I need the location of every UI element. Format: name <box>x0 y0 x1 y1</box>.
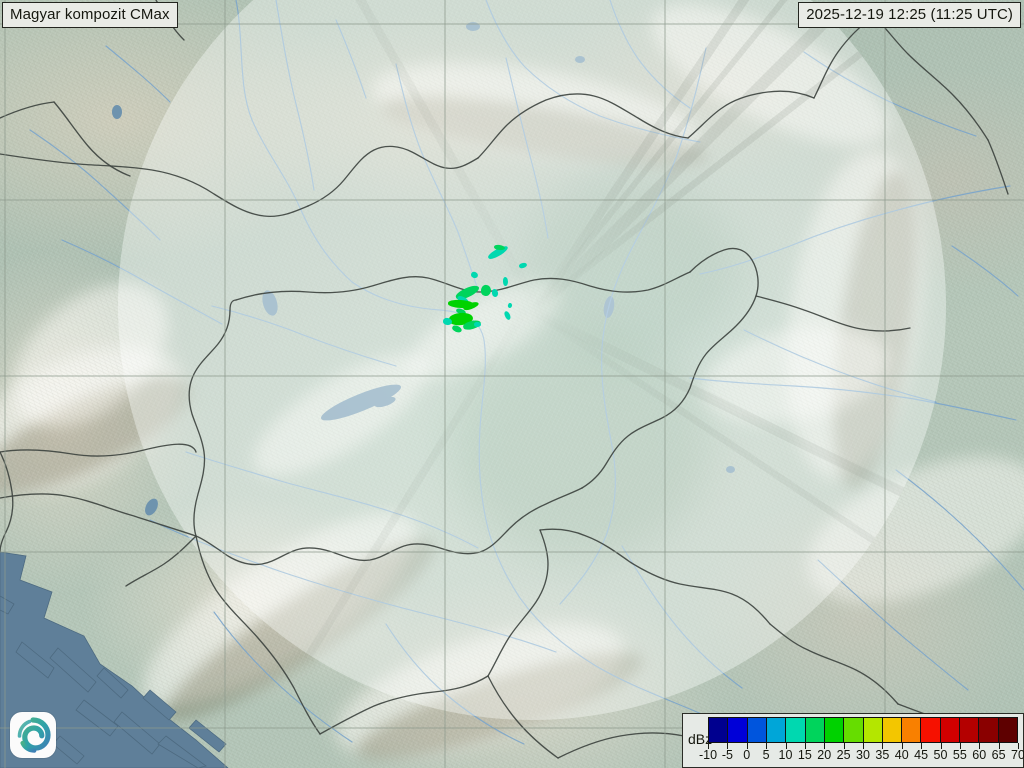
product-title-box: Magyar kompozit CMax <box>2 2 178 28</box>
radar-echo-cell <box>507 302 513 309</box>
legend-tick-label-65: 65 <box>991 748 1006 762</box>
legend-swatch-45 <box>921 718 941 742</box>
radar-echo-cell <box>451 324 463 334</box>
legend-swatch--5 <box>728 718 748 742</box>
legend-swatch-5 <box>766 718 787 742</box>
legend-tick-45 <box>921 743 923 749</box>
legend-swatch-10 <box>786 718 806 742</box>
legend-tick-65 <box>998 743 1000 749</box>
legend-tick-label-15: 15 <box>797 748 812 762</box>
legend-tick-50 <box>940 743 942 749</box>
legend-swatch-55 <box>960 718 980 742</box>
radar-echo-cell <box>503 310 512 321</box>
radar-echo-cell <box>470 270 479 280</box>
hungaromet-logo[interactable] <box>10 712 56 758</box>
legend-swatch-0 <box>747 718 767 742</box>
legend-tick-0 <box>746 743 748 749</box>
legend-tick-label-35: 35 <box>875 748 890 762</box>
legend-tick-label-20: 20 <box>817 748 832 762</box>
legend-tick-5 <box>766 743 768 749</box>
legend-tick-60 <box>979 743 981 749</box>
spiral-icon <box>17 717 51 753</box>
radar-echo-cell <box>473 321 482 328</box>
legend-tick-label-0: 0 <box>743 748 751 762</box>
legend-swatch-60 <box>979 718 999 742</box>
legend-swatch-40 <box>902 718 922 742</box>
timestamp-box: 2025-12-19 12:25 (11:25 UTC) <box>798 2 1021 28</box>
legend-tick-label-45: 45 <box>914 748 929 762</box>
radar-echo-cell <box>442 317 453 326</box>
legend-tick-55 <box>959 743 961 749</box>
legend-tick--10 <box>708 743 709 749</box>
lake-small-sw <box>112 105 122 119</box>
legend-tick-30 <box>863 743 864 749</box>
legend-tick-label--10: -10 <box>698 748 718 762</box>
legend-swatch-25 <box>844 718 864 742</box>
legend-tick-25 <box>843 743 845 749</box>
radar-echo-cell <box>491 288 499 298</box>
legend-tick-label-50: 50 <box>933 748 948 762</box>
radar-echo-cell <box>479 284 493 297</box>
radar-coverage-circle <box>118 0 946 720</box>
legend-swatch-35 <box>882 718 903 742</box>
legend-tick-label-10: 10 <box>778 748 793 762</box>
legend-swatch--10 <box>709 718 729 742</box>
legend-unit-label: dBz <box>688 731 713 747</box>
timestamp-text: 2025-12-19 12:25 (11:25 UTC) <box>806 6 1013 23</box>
legend-tick-labels: -10 -5 0 5 10 15 20 25 30 35 40 45 50 55 60 65 70 <box>699 748 1024 766</box>
legend-tick-label-30: 30 <box>856 748 870 762</box>
legend-tick-marks <box>708 743 1019 750</box>
legend-tick-label-40: 40 <box>894 748 909 762</box>
legend-tick-15 <box>804 743 806 749</box>
legend-tick-label-5: 5 <box>762 748 770 762</box>
legend-tick-label-70: 70 <box>1011 748 1024 762</box>
radar-echo-cell <box>518 261 528 270</box>
dbz-colorbar-legend: dBz -10 -5 0 5 10 15 20 25 30 35 40 45 50 55 60 65 70 <box>682 713 1024 768</box>
legend-swatch-30 <box>863 718 883 742</box>
legend-tick-label-55: 55 <box>952 748 967 762</box>
legend-tick--5 <box>727 743 729 749</box>
legend-tick-20 <box>824 743 826 749</box>
legend-tick-70 <box>1018 743 1019 749</box>
legend-tick-label-60: 60 <box>972 748 987 762</box>
product-title-text: Magyar kompozit CMax <box>10 6 170 23</box>
legend-swatch-15 <box>805 718 825 742</box>
legend-tick-label--5: -5 <box>721 748 733 762</box>
legend-tick-40 <box>901 743 903 749</box>
legend-tick-10 <box>785 743 787 749</box>
radar-echo-cell <box>502 276 509 287</box>
legend-tick-35 <box>882 743 884 749</box>
legend-swatch-65 <box>998 718 1017 742</box>
legend-swatch-50 <box>940 718 961 742</box>
legend-swatch-20 <box>824 718 845 742</box>
legend-tick-label-25: 25 <box>836 748 851 762</box>
legend-color-bar <box>708 717 1018 743</box>
